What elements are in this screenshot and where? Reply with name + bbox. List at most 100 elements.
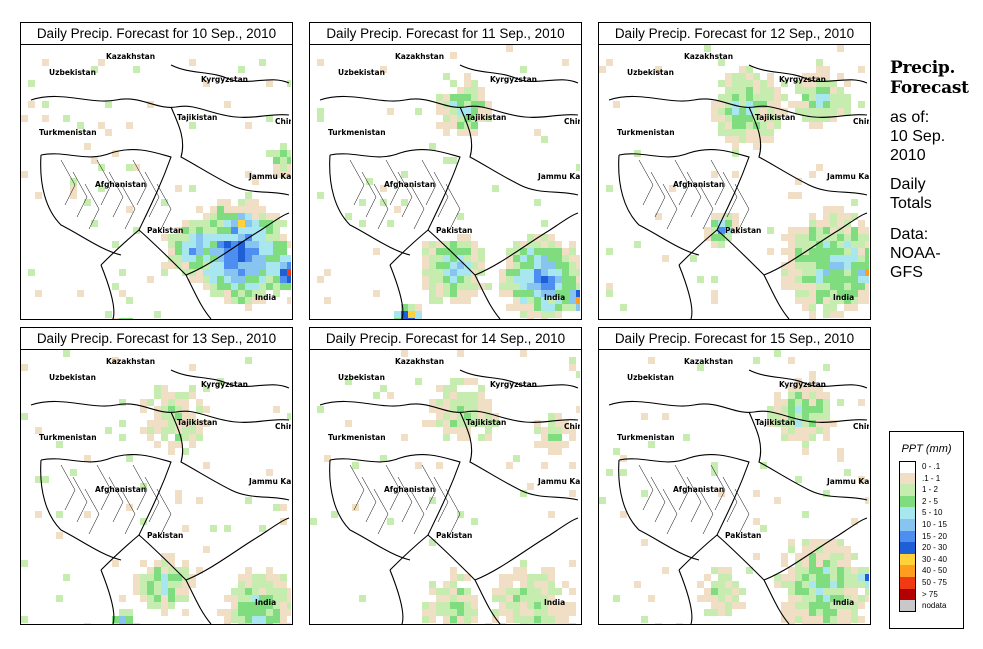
province-border	[84, 183, 100, 230]
precip-cell	[816, 115, 823, 122]
precip-cell	[450, 108, 457, 115]
precip-cell	[450, 392, 457, 399]
precip-cell	[161, 269, 168, 276]
precip-cell	[224, 206, 231, 213]
precip-cell	[252, 581, 259, 588]
precip-cell	[126, 623, 133, 624]
precip-cell	[189, 427, 196, 434]
precip-cell	[641, 413, 648, 420]
precip-cell	[788, 574, 795, 581]
precip-cell	[802, 385, 809, 392]
precip-cell	[154, 406, 161, 413]
precip-cell	[690, 255, 697, 262]
precip-cell	[450, 581, 457, 588]
precip-cell	[189, 276, 196, 283]
precip-cell	[140, 399, 147, 406]
precip-cell	[450, 297, 457, 304]
precip-cell	[140, 406, 147, 413]
precip-cell	[189, 364, 196, 371]
precip-cell	[161, 262, 168, 269]
precip-cell	[168, 392, 175, 399]
map-canvas: KazakhstanUzbekistanKyrgyzstanTajikistan…	[310, 350, 580, 624]
precip-cell	[478, 413, 485, 420]
precip-cell	[774, 392, 781, 399]
precip-cell	[359, 220, 366, 227]
precip-cell	[310, 518, 317, 525]
precip-cell	[541, 588, 548, 595]
precip-cell	[865, 595, 869, 602]
precip-cell	[443, 248, 450, 255]
precip-cell	[84, 623, 91, 624]
precip-cell	[823, 420, 830, 427]
precip-cell	[711, 602, 718, 609]
precip-cell	[168, 399, 175, 406]
precip-cell	[718, 94, 725, 101]
precip-cell	[541, 602, 548, 609]
precip-cell	[161, 406, 168, 413]
precip-cell	[182, 574, 189, 581]
precip-cell	[830, 206, 837, 213]
precip-cell	[732, 108, 739, 115]
precip-cell	[795, 420, 802, 427]
precip-cell	[224, 255, 231, 262]
precip-cell	[259, 581, 266, 588]
precip-cell	[865, 497, 869, 504]
precip-cell	[287, 150, 291, 157]
precip-cell	[359, 595, 366, 602]
precip-cell	[527, 276, 534, 283]
precip-cell	[541, 283, 548, 290]
precip-cell	[238, 623, 245, 624]
precip-cell	[809, 241, 816, 248]
precip-cell	[830, 574, 837, 581]
country-border	[474, 212, 579, 276]
precip-cell	[576, 276, 580, 283]
precip-cell	[147, 101, 154, 108]
precip-cell	[245, 595, 252, 602]
province-border	[60, 159, 76, 206]
precip-cell	[809, 234, 816, 241]
precip-cell	[287, 157, 291, 164]
province-border	[156, 488, 172, 535]
precip-cell	[781, 80, 788, 87]
precip-cell	[450, 94, 457, 101]
precip-cell	[513, 609, 520, 616]
precip-cell	[746, 94, 753, 101]
precip-cell	[98, 122, 105, 129]
legend-label: 15 - 20	[922, 531, 947, 541]
precip-cell	[718, 241, 725, 248]
precip-cell	[739, 108, 746, 115]
precip-cell	[830, 602, 837, 609]
precip-cell	[196, 567, 203, 574]
precip-cell	[168, 255, 175, 262]
precip-cell	[767, 413, 774, 420]
province-border	[349, 159, 365, 206]
precip-cell	[189, 59, 196, 66]
precip-cell	[436, 248, 443, 255]
precip-cell	[802, 283, 809, 290]
precip-cell	[823, 220, 830, 227]
country-label: Tajikistan	[466, 113, 506, 122]
province-border	[421, 159, 437, 206]
precip-cell	[781, 406, 788, 413]
precip-cell	[119, 420, 126, 427]
precip-cell	[429, 276, 436, 283]
province-border	[710, 159, 726, 206]
precip-cell	[450, 406, 457, 413]
precip-cell	[259, 269, 266, 276]
precip-cell	[851, 567, 858, 574]
legend-label: 2 - 5	[922, 496, 939, 506]
precip-cell	[569, 269, 576, 276]
precip-cell	[175, 262, 182, 269]
precip-cell	[830, 616, 837, 623]
panel-title: Daily Precip. Forecast for 12 Sep., 2010	[599, 23, 870, 45]
precip-cell	[816, 595, 823, 602]
legend-swatch	[899, 507, 916, 519]
precip-cell	[753, 101, 760, 108]
legend-label: nodata	[922, 601, 947, 611]
precip-cell	[781, 269, 788, 276]
precip-cell	[711, 276, 718, 283]
precip-cell	[795, 609, 802, 616]
precip-cell	[725, 108, 732, 115]
map-canvas: KazakhstanUzbekistanKyrgyzstanTajikistan…	[21, 350, 291, 624]
